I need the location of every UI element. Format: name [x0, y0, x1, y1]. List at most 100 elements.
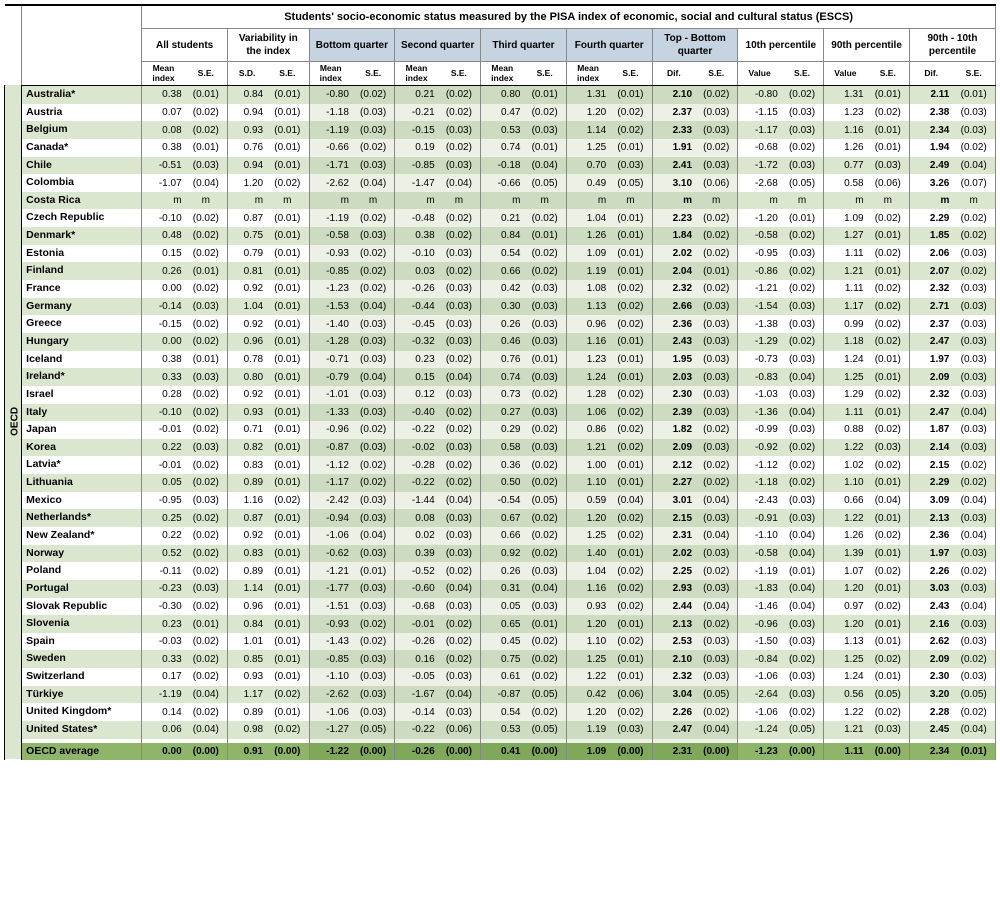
value-cell: 0.93 — [228, 668, 267, 686]
se-cell: (0.02) — [185, 703, 228, 721]
value-cell: 0.21 — [481, 209, 524, 227]
value-cell: -1.12 — [309, 456, 352, 474]
value-cell: 1.13 — [824, 633, 867, 651]
se-cell: (0.02) — [438, 351, 481, 369]
value-cell: 1.11 — [824, 245, 867, 263]
table-row: Germany-0.14(0.03)1.04(0.01)-1.53(0.04)-… — [5, 298, 996, 316]
table-row: Estonia0.15(0.02)0.79(0.01)-0.93(0.02)-0… — [5, 245, 996, 263]
value-cell: 1.91 — [652, 139, 695, 157]
se-cell: (0.04) — [695, 721, 738, 739]
value-cell: -1.06 — [738, 668, 781, 686]
se-cell: m — [185, 192, 228, 210]
country-cell: Ireland* — [22, 368, 142, 386]
value-cell: 2.15 — [909, 456, 952, 474]
se-cell: (0.01) — [609, 139, 652, 157]
se-cell: (0.03) — [781, 509, 824, 527]
se-cell: (0.02) — [523, 509, 566, 527]
table-row: Netherlands*0.25(0.02)0.87(0.01)-0.94(0.… — [5, 509, 996, 527]
se-cell: (0.02) — [781, 280, 824, 298]
country-cell: Poland — [22, 562, 142, 580]
table-row: New Zealand*0.22(0.02)0.92(0.01)-1.06(0.… — [5, 527, 996, 545]
se-cell: (0.04) — [523, 157, 566, 175]
value-cell: 2.62 — [909, 633, 952, 651]
value-cell: 2.36 — [909, 527, 952, 545]
average-row: OECD average0.00(0.00)0.91(0.00)-1.22(0.… — [5, 743, 996, 761]
value-cell: -1.29 — [738, 333, 781, 351]
se-cell: (0.00) — [609, 743, 652, 761]
value-cell: 0.15 — [142, 245, 185, 263]
value-cell: 0.21 — [395, 85, 438, 103]
country-cell: Costa Rica — [22, 192, 142, 210]
value-cell: 0.26 — [481, 562, 524, 580]
value-cell: 0.53 — [481, 121, 524, 139]
se-cell: (0.02) — [609, 598, 652, 616]
value-cell: 0.82 — [228, 439, 267, 457]
value-cell: 0.56 — [824, 686, 867, 704]
se-cell: (0.02) — [523, 545, 566, 563]
se-cell: (0.02) — [781, 139, 824, 157]
se-cell: (0.03) — [781, 668, 824, 686]
value-cell: 0.76 — [228, 139, 267, 157]
se-cell: (0.02) — [352, 421, 395, 439]
value-cell: 0.29 — [481, 421, 524, 439]
se-cell: (0.03) — [695, 298, 738, 316]
se-cell: (0.01) — [867, 668, 910, 686]
value-cell: -0.94 — [309, 509, 352, 527]
se-cell: (0.02) — [695, 474, 738, 492]
value-cell: -0.11 — [142, 562, 185, 580]
se-cell: (0.03) — [952, 545, 995, 563]
value-cell: -1.01 — [309, 386, 352, 404]
se-cell: (0.02) — [438, 104, 481, 122]
escs-table: Students' socio-economic status measured… — [4, 4, 996, 760]
se-cell: (0.02) — [695, 209, 738, 227]
country-cell: Iceland — [22, 351, 142, 369]
value-cell: -0.96 — [738, 615, 781, 633]
se-cell: (0.02) — [609, 298, 652, 316]
se-cell: (0.03) — [352, 580, 395, 598]
value-cell: -1.06 — [309, 527, 352, 545]
value-cell: 0.58 — [481, 439, 524, 457]
value-cell: -0.45 — [395, 315, 438, 333]
se-cell: (0.02) — [867, 280, 910, 298]
value-cell: m — [652, 192, 695, 210]
value-cell: 2.66 — [652, 298, 695, 316]
value-cell: 0.00 — [142, 743, 185, 761]
se-cell: (0.03) — [867, 157, 910, 175]
se-cell: (0.04) — [952, 404, 995, 422]
value-cell: 0.38 — [142, 139, 185, 157]
se-cell: (0.02) — [185, 509, 228, 527]
se-cell: (0.03) — [438, 668, 481, 686]
se-cell: (0.03) — [695, 386, 738, 404]
se-cell: (0.02) — [695, 280, 738, 298]
sub-header: S.E. — [266, 62, 309, 86]
value-cell: 0.33 — [142, 650, 185, 668]
value-cell: -0.40 — [395, 404, 438, 422]
value-cell: 2.14 — [909, 439, 952, 457]
se-cell: (0.03) — [695, 121, 738, 139]
value-cell: 2.71 — [909, 298, 952, 316]
value-cell: -0.32 — [395, 333, 438, 351]
se-cell: (0.03) — [952, 509, 995, 527]
se-cell: (0.03) — [952, 368, 995, 386]
se-cell: (0.02) — [609, 421, 652, 439]
se-cell: (0.00) — [352, 743, 395, 761]
se-cell: (0.02) — [952, 474, 995, 492]
group-header: Variability in the index — [228, 29, 309, 62]
table-row: Belgium0.08(0.02)0.93(0.01)-1.19(0.03)-0… — [5, 121, 996, 139]
value-cell: 0.15 — [395, 368, 438, 386]
value-cell: 0.28 — [142, 386, 185, 404]
value-cell: 1.11 — [824, 404, 867, 422]
se-cell: (0.02) — [185, 315, 228, 333]
se-cell: (0.02) — [695, 456, 738, 474]
value-cell: 2.11 — [909, 85, 952, 103]
se-cell: (0.03) — [352, 157, 395, 175]
value-cell: 1.07 — [824, 562, 867, 580]
value-cell: -0.22 — [395, 474, 438, 492]
se-cell: (0.03) — [352, 404, 395, 422]
se-cell: (0.02) — [609, 315, 652, 333]
se-cell: (0.02) — [185, 386, 228, 404]
se-cell: (0.01) — [867, 85, 910, 103]
se-cell: m — [438, 192, 481, 210]
value-cell: -0.92 — [738, 439, 781, 457]
value-cell: 1.85 — [909, 227, 952, 245]
